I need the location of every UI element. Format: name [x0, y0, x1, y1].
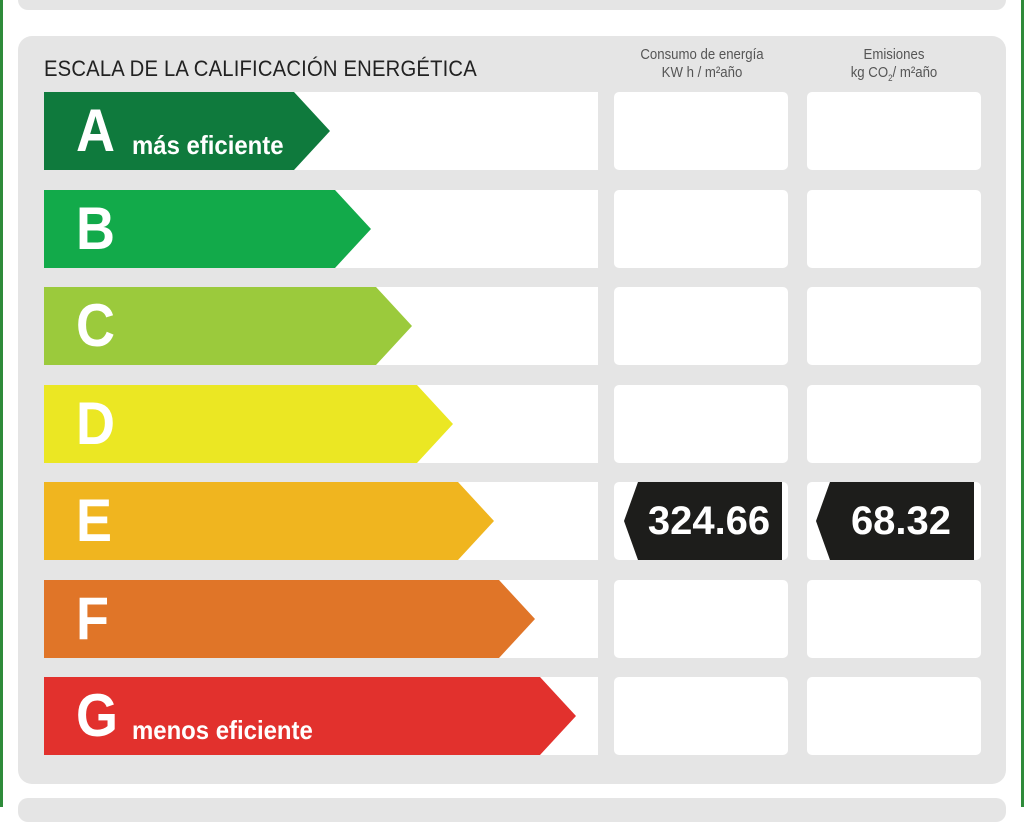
emissions-header-line2: kg CO2/ m²año [817, 64, 972, 87]
emissions-cell-d [807, 385, 981, 463]
consumption-marker-value: 324.66 [647, 499, 771, 543]
emissions-cell-b [807, 190, 981, 268]
consumption-cell-b [614, 190, 788, 268]
emissions-cell-a [807, 92, 981, 170]
consumption-header-line2: KW h / m²año [661, 64, 743, 81]
rating-bar-c: C [44, 287, 412, 365]
rating-arrow-f [44, 580, 535, 658]
frame-left-border [0, 0, 3, 807]
rating-arrow-g [44, 677, 576, 755]
emissions-marker: 68.32 [816, 482, 974, 560]
rating-arrow-d [44, 385, 453, 463]
rating-letter-c: C [76, 292, 116, 359]
rating-letter-f: F [76, 585, 109, 652]
rating-letter-e: E [76, 487, 113, 554]
rating-subtitle-a: más eficiente [132, 130, 284, 160]
emissions-unit-b: / m²año [892, 64, 938, 81]
consumption-cell-d [614, 385, 788, 463]
consumption-header-line1: Consumo de energía [640, 46, 764, 63]
emissions-header-line1: Emisiones [863, 46, 925, 63]
rating-letter-g: G [76, 682, 119, 749]
rating-bar-b: B [44, 190, 371, 268]
rating-subtitle-g: menos eficiente [132, 715, 313, 745]
consumption-cell-g [614, 677, 788, 755]
emissions-header: Emisiones kg CO2/ m²año [817, 46, 972, 87]
emissions-unit-sub: 2 [888, 73, 893, 83]
consumption-marker-shape [624, 482, 782, 560]
rating-letter-a: A [76, 97, 116, 164]
scale-title: ESCALA DE LA CALIFICACIÓN ENERGÉTICA [44, 56, 477, 81]
rating-arrow-c [44, 287, 412, 365]
emissions-unit-a: kg CO [850, 64, 889, 81]
consumption-cell-a [614, 92, 788, 170]
consumption-cell-c [614, 287, 788, 365]
emissions-marker-value: 68.32 [850, 499, 952, 543]
consumption-header: Consumo de energía KW h / m²año [625, 46, 780, 82]
rating-letter-d: D [76, 390, 116, 457]
rating-arrow-e [44, 482, 494, 560]
rating-letter-b: B [76, 195, 116, 262]
consumption-marker: 324.66 [624, 482, 782, 560]
rating-bar-e: E [44, 482, 494, 560]
emissions-marker-shape [816, 482, 974, 560]
bottom-panel-edge [18, 798, 1006, 822]
emissions-cell-c [807, 287, 981, 365]
rating-arrow-a [44, 92, 330, 170]
emissions-cell-f [807, 580, 981, 658]
rating-arrow-b [44, 190, 371, 268]
consumption-cell-f [614, 580, 788, 658]
rating-bar-d: D [44, 385, 453, 463]
emissions-cell-g [807, 677, 981, 755]
top-panel-edge [18, 0, 1006, 10]
frame-right-border [1021, 0, 1024, 807]
rating-bar-f: F [44, 580, 535, 658]
